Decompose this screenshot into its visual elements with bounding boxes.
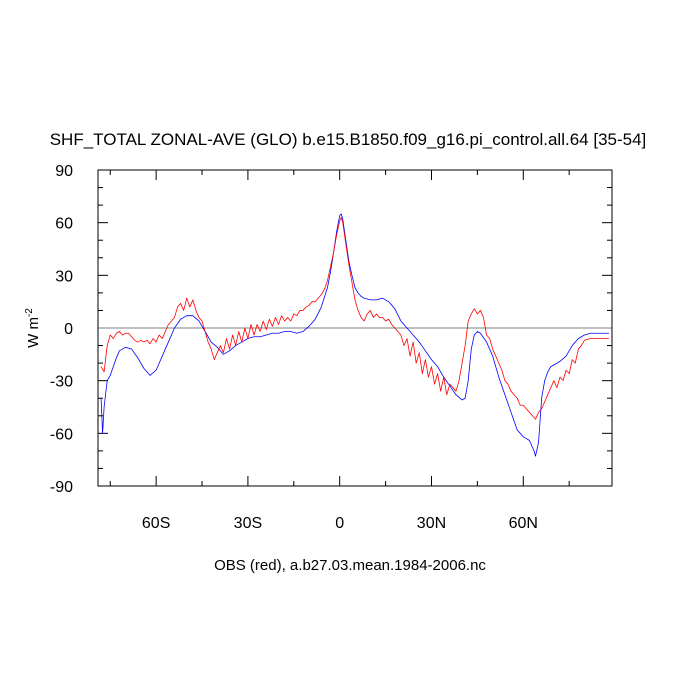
x-axis-label: OBS (red), a.b27.03.mean.1984-2006.nc <box>214 557 486 574</box>
y-axis-label-superscript: -2 <box>24 308 35 317</box>
x-tick-label: 0 <box>335 515 344 532</box>
x-tick-label: 30S <box>234 515 262 532</box>
y-tick-label: 30 <box>55 268 73 285</box>
y-tick-label: -30 <box>50 374 73 391</box>
y-axis-label: W m-2 <box>24 308 42 348</box>
series-line-obs <box>100 217 609 420</box>
y-axis-label-text: W m <box>25 317 42 348</box>
chart-title: SHF_TOTAL ZONAL-AVE (GLO) b.e15.B1850.f0… <box>50 130 647 149</box>
plot-area: 60S 30S 0 30N 60N -90 -60 -30 0 30 60 90 <box>50 163 613 532</box>
y-tick-label: 60 <box>55 216 73 233</box>
y-tick-label: -90 <box>50 479 73 496</box>
x-tick-label: 60N <box>509 515 538 532</box>
x-tick-label: 30N <box>417 515 446 532</box>
y-tick-label: -60 <box>50 426 73 443</box>
y-tick-label: 0 <box>64 321 73 338</box>
y-tick-label: 90 <box>55 163 73 180</box>
series-line-model <box>100 213 609 457</box>
x-tick-label: 60S <box>142 515 170 532</box>
plot-frame <box>97 169 613 487</box>
